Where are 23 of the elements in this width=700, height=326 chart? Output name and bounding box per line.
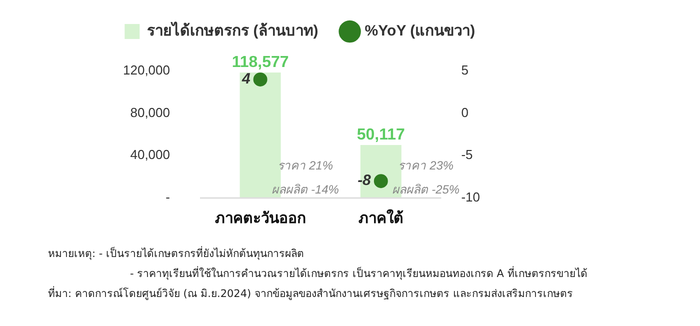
- y2-tick-label: -5: [461, 147, 473, 162]
- annotation: ราคา 21%: [278, 158, 334, 172]
- legend-label: %YoY (แกนขวา): [364, 22, 476, 40]
- data-label: 4: [240, 70, 251, 88]
- y-tick-label: -: [166, 190, 170, 205]
- x-tick-label: ภาคใต้: [358, 209, 404, 228]
- x-tick-label: ภาคตะวันออก: [214, 210, 306, 228]
- annotation: ผลผลิต -14%: [272, 182, 340, 196]
- text: หมายเหตุ: - เป็นรายได้เกษตรกรที่ยังไม่หักต้นทุนการผลิต: [48, 245, 306, 262]
- data-label: 50,117: [356, 126, 406, 144]
- text: ที่มา: คาดการณ์โดยศูนย์วิจัย (ณ มิ.ย.2024) จากข้อมูลของสำนักงานเศรษฐกิจการเกษตร และกรมส่งเสริมการเกษตร: [48, 285, 574, 302]
- y2-tick-label: 0: [461, 104, 468, 120]
- y-tick-label: 80,000: [130, 104, 170, 120]
- data-label: 118,577: [232, 54, 289, 71]
- y2-tick-label: -10: [461, 190, 480, 205]
- y-tick-label: 120,000: [123, 62, 170, 78]
- y2-tick-label: 5: [461, 62, 468, 78]
- annotation: ราคา 23%: [398, 158, 454, 172]
- y-tick-label: 40,000: [130, 147, 170, 162]
- text: - ราคาทุเรียนที่ใช้ในการคำนวณรายได้เกษตรกร เป็นราคาทุเรียนหมอนทองเกรด A ที่เกษตรกรขายได้: [129, 265, 588, 282]
- data-label: -8: [358, 172, 372, 190]
- annotation: ผลผลิต -25%: [392, 182, 460, 196]
- legend-label: รายได้เกษตรกร (ล้านบาท): [147, 20, 318, 40]
